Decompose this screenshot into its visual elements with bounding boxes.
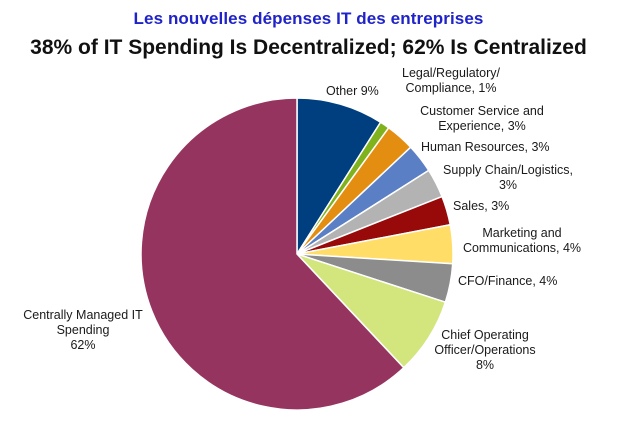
slice-label-sales: Sales, 3%: [453, 199, 510, 213]
slice-label-centrally-managed: Centrally Managed IT Spending 62%: [23, 308, 143, 352]
slice-label-legal: Legal/Regulatory/ Compliance, 1%: [402, 66, 500, 95]
chart-title: Les nouvelles dépenses IT des entreprise…: [133, 9, 484, 28]
slice-label-supply-chain: Supply Chain/Logistics, 3%: [443, 163, 573, 192]
slice-label-marketing: Marketing and Communications, 4%: [462, 226, 582, 255]
slice-label-other: Other 9%: [326, 84, 379, 98]
chart-subtitle: 38% of IT Spending Is Decentralized; 62%…: [30, 36, 587, 59]
slice-label-human-resources: Human Resources, 3%: [421, 140, 550, 154]
slice-label-coo-operations: Chief Operating Officer/Operations 8%: [434, 328, 536, 372]
slice-label-customer-service: Customer Service and Experience, 3%: [420, 104, 544, 133]
pie-slice-centrally-managed: [140, 97, 405, 411]
pie-slice-other: [296, 97, 382, 257]
slice-label-cfo-finance: CFO/Finance, 4%: [458, 274, 558, 288]
